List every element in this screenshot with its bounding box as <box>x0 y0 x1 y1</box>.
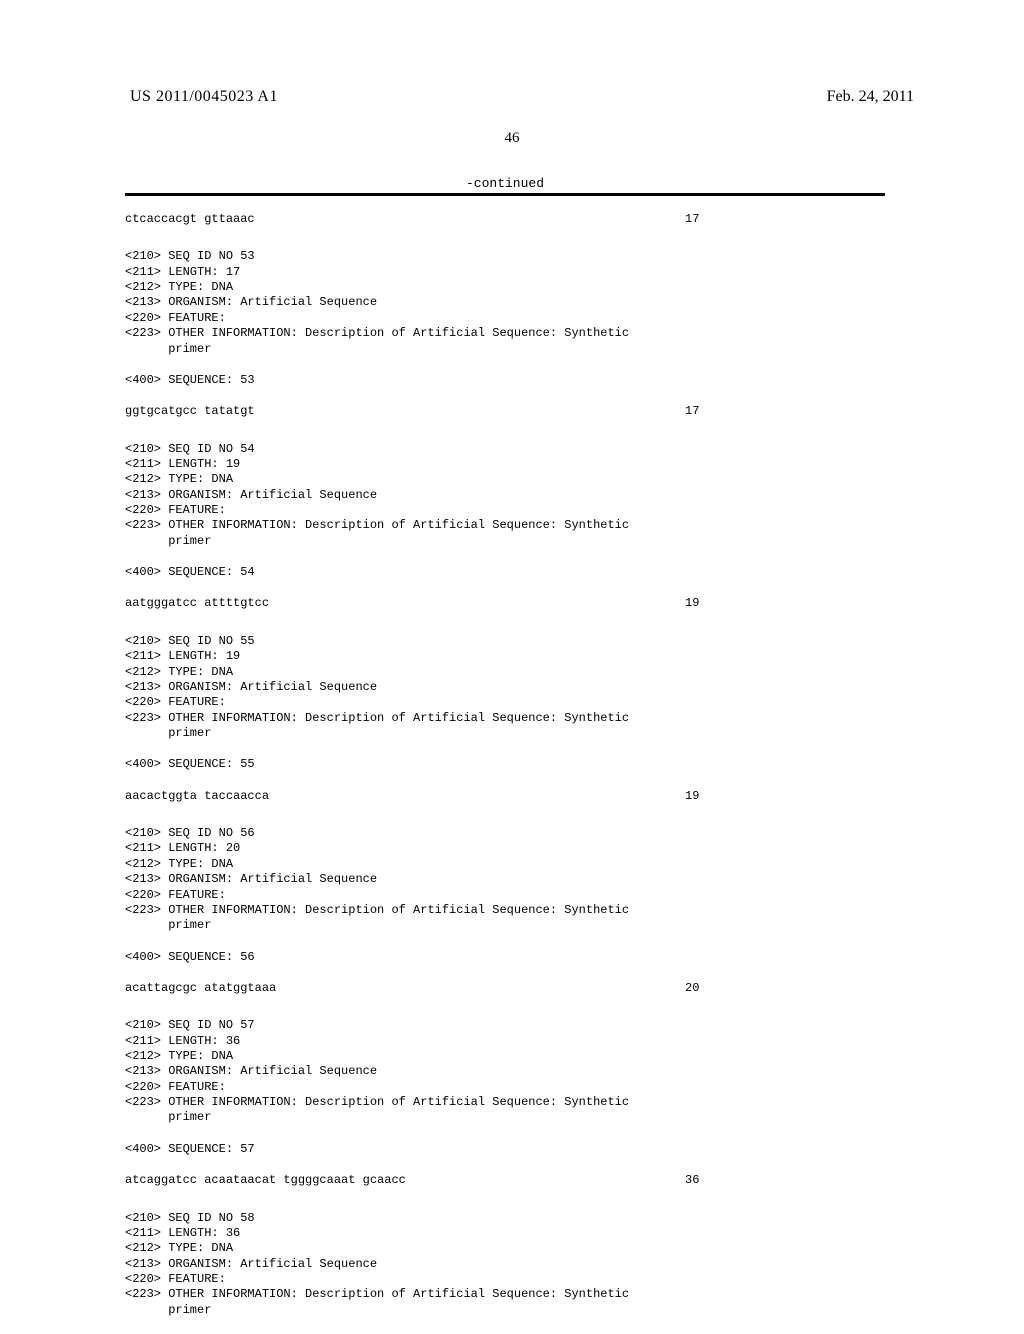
sequence-header-line: <223> OTHER INFORMATION: Description of … <box>125 1287 885 1302</box>
sequences-list: ctcaccacgt gttaaac17<210> SEQ ID NO 53<2… <box>125 212 885 1318</box>
sequence-length-value: 17 <box>685 212 699 227</box>
sequence-text: ctcaccacgt gttaaac <box>125 212 255 227</box>
sequence-header-line: <212> TYPE: DNA <box>125 472 885 487</box>
sequence-header-line: <210> SEQ ID NO 53 <box>125 249 885 264</box>
page-header: US 2011/0045023 A1 Feb. 24, 2011 <box>0 88 1024 106</box>
sequence-header-line: <213> ORGANISM: Artificial Sequence <box>125 680 885 695</box>
sequence-header-line: <210> SEQ ID NO 56 <box>125 826 885 841</box>
sequence-header-group: <210> SEQ ID NO 57<211> LENGTH: 36<212> … <box>125 1018 885 1126</box>
sequence-header-group: <210> SEQ ID NO 54<211> LENGTH: 19<212> … <box>125 442 885 550</box>
sequence-length-value: 19 <box>685 789 699 804</box>
sequence-header-line: primer <box>125 1110 885 1125</box>
sequence-header-group: <210> SEQ ID NO 53<211> LENGTH: 17<212> … <box>125 249 885 357</box>
sequence-header-line: <211> LENGTH: 19 <box>125 457 885 472</box>
sequence-row: ctcaccacgt gttaaac 17 <box>125 212 885 227</box>
sequence-header-line: <210> SEQ ID NO 57 <box>125 1018 885 1033</box>
sequence-header-line: <212> TYPE: DNA <box>125 1049 885 1064</box>
sequence-header-line: <223> OTHER INFORMATION: Description of … <box>125 1095 885 1110</box>
sequence-header-line: <220> FEATURE: <box>125 311 885 326</box>
sequence-header-line: <213> ORGANISM: Artificial Sequence <box>125 872 885 887</box>
sequence-header-group: <210> SEQ ID NO 58<211> LENGTH: 36<212> … <box>125 1211 885 1319</box>
sequence-header-line: <210> SEQ ID NO 54 <box>125 442 885 457</box>
sequence-400-line: <400> SEQUENCE: 57 <box>125 1142 885 1157</box>
sequence-header-line: <220> FEATURE: <box>125 888 885 903</box>
sequence-header-line: <211> LENGTH: 36 <box>125 1034 885 1049</box>
page-number: 46 <box>505 130 520 147</box>
sequence-400-line: <400> SEQUENCE: 53 <box>125 373 885 388</box>
sequence-header-line: <223> OTHER INFORMATION: Description of … <box>125 326 885 341</box>
sequence-row: acattagcgc atatggtaaa 20 <box>125 981 885 996</box>
continued-label: -continued <box>125 176 885 191</box>
sequence-header-line: <211> LENGTH: 19 <box>125 649 885 664</box>
sequence-text: aacactggta taccaacca <box>125 789 269 804</box>
sequence-row: aatgggatcc attttgtcc 19 <box>125 596 885 611</box>
sequence-header-line: <213> ORGANISM: Artificial Sequence <box>125 1257 885 1272</box>
sequence-row: ggtgcatgcc tatatgt 17 <box>125 404 885 419</box>
sequence-header-line: <213> ORGANISM: Artificial Sequence <box>125 488 885 503</box>
sequence-length-value: 36 <box>685 1173 699 1188</box>
sequence-header-line: primer <box>125 726 885 741</box>
divider <box>125 193 885 196</box>
sequence-header-line: <220> FEATURE: <box>125 1272 885 1287</box>
publication-date: Feb. 24, 2011 <box>827 88 914 106</box>
sequence-header-line: <223> OTHER INFORMATION: Description of … <box>125 903 885 918</box>
sequence-header-line: <223> OTHER INFORMATION: Description of … <box>125 518 885 533</box>
sequence-400-line: <400> SEQUENCE: 54 <box>125 565 885 580</box>
sequence-header-line: <213> ORGANISM: Artificial Sequence <box>125 1064 885 1079</box>
sequence-row: atcaggatcc acaataacat tggggcaaat gcaacc 3… <box>125 1173 885 1188</box>
sequence-text: acattagcgc atatggtaaa <box>125 981 276 996</box>
sequence-header-line: primer <box>125 342 885 357</box>
sequence-header-line: <220> FEATURE: <box>125 695 885 710</box>
sequence-header-line: <212> TYPE: DNA <box>125 665 885 680</box>
publication-number: US 2011/0045023 A1 <box>130 88 278 105</box>
sequence-row: aacactggta taccaacca 19 <box>125 789 885 804</box>
sequence-header-line: <212> TYPE: DNA <box>125 280 885 295</box>
sequence-header-line: <210> SEQ ID NO 58 <box>125 1211 885 1226</box>
sequence-header-group: <210> SEQ ID NO 56<211> LENGTH: 20<212> … <box>125 826 885 934</box>
sequence-text: ggtgcatgcc tatatgt <box>125 404 255 419</box>
sequence-header-line: <223> OTHER INFORMATION: Description of … <box>125 711 885 726</box>
sequence-header-line: <213> ORGANISM: Artificial Sequence <box>125 295 885 310</box>
sequence-header-line: <211> LENGTH: 20 <box>125 841 885 856</box>
sequence-text: atcaggatcc acaataacat tggggcaaat gcaacc <box>125 1173 406 1188</box>
sequence-length-value: 17 <box>685 404 699 419</box>
sequence-header-line: <211> LENGTH: 36 <box>125 1226 885 1241</box>
sequence-header-line: primer <box>125 534 885 549</box>
sequence-header-group: <210> SEQ ID NO 55<211> LENGTH: 19<212> … <box>125 634 885 742</box>
sequence-header-line: <212> TYPE: DNA <box>125 1241 885 1256</box>
sequence-length-value: 19 <box>685 596 699 611</box>
sequence-header-line: primer <box>125 1303 885 1318</box>
sequence-header-line: <210> SEQ ID NO 55 <box>125 634 885 649</box>
sequence-listing-container: -continued ctcaccacgt gttaaac 17 <210> SEQ… <box>125 176 885 1334</box>
sequence-header-line: <220> FEATURE: <box>125 1080 885 1095</box>
sequence-header-line: <211> LENGTH: 17 <box>125 265 885 280</box>
sequence-length-value: 20 <box>685 981 699 996</box>
sequence-header-line: <220> FEATURE: <box>125 503 885 518</box>
sequence-text: aatgggatcc attttgtcc <box>125 596 269 611</box>
sequence-header-line: <212> TYPE: DNA <box>125 857 885 872</box>
sequence-header-line: primer <box>125 918 885 933</box>
sequence-400-line: <400> SEQUENCE: 56 <box>125 950 885 965</box>
sequence-400-line: <400> SEQUENCE: 55 <box>125 757 885 772</box>
